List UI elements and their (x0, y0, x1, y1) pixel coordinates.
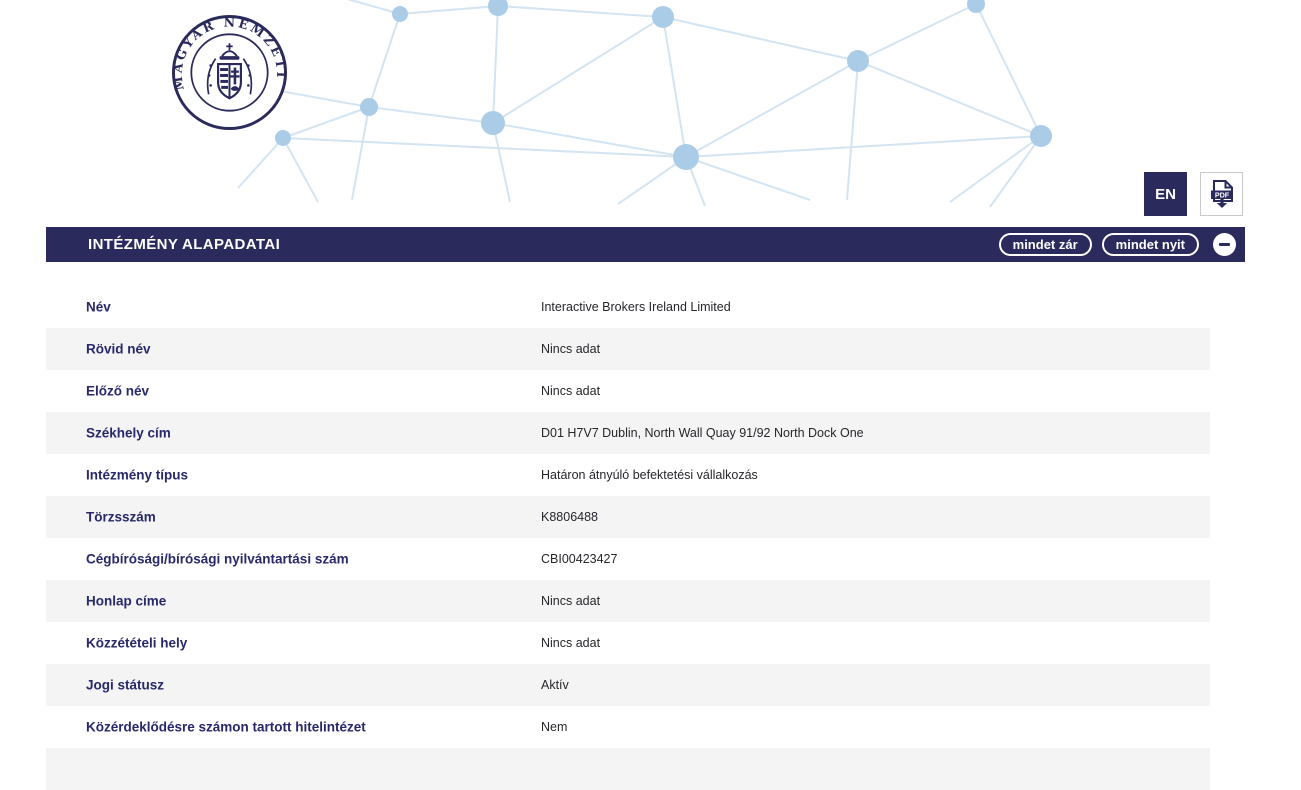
row-label: Honlap címe (86, 593, 167, 609)
table-row: Közérdeklődésre számon tartott hitelinté… (46, 706, 1210, 748)
section-collapse-toggle-button[interactable] (1213, 233, 1236, 256)
table-row-partial (46, 748, 1210, 790)
table-row: Jogi státusz Aktív (46, 664, 1210, 706)
table-row: Név Interactive Brokers Ireland Limited (46, 286, 1210, 328)
row-value: CBI00423427 (541, 552, 618, 566)
section-header: INTÉZMÉNY ALAPADATAI mindet zár mindet n… (46, 227, 1245, 262)
minus-icon (1219, 243, 1230, 246)
row-value: Nincs adat (541, 342, 601, 356)
row-value: D01 H7V7 Dublin, North Wall Quay 91/92 N… (541, 426, 864, 440)
row-label: Közzétételi hely (86, 635, 188, 651)
row-value: Aktív (541, 678, 569, 692)
table-row: Székhely cím D01 H7V7 Dublin, North Wall… (46, 412, 1210, 454)
table-row: Cégbírósági/bírósági nyilvántartási szám… (46, 538, 1210, 580)
table-row: Törzsszám K8806488 (46, 496, 1210, 538)
collapse-all-button[interactable]: mindet zár (998, 233, 1092, 256)
section-actions: mindet zár mindet nyit (998, 233, 1245, 256)
row-value: Nincs adat (541, 636, 601, 650)
row-label: Jogi státusz (86, 677, 165, 693)
row-value: Nem (541, 720, 568, 734)
row-value: Nincs adat (541, 594, 601, 608)
row-label: Név (86, 299, 111, 315)
row-label: Intézmény típus (86, 467, 189, 483)
row-label: Előző név (86, 383, 150, 399)
pdf-download-button[interactable]: PDF (1200, 172, 1243, 216)
row-label: Közérdeklődésre számon tartott hitelinté… (86, 719, 366, 735)
row-label: Rövid név (86, 341, 151, 357)
pdf-icon-label: PDF (1214, 190, 1229, 199)
table-row: Közzétételi hely Nincs adat (46, 622, 1210, 664)
table-row: Honlap címe Nincs adat (46, 580, 1210, 622)
table-row: Intézmény típus Határon átnyúló befektet… (46, 454, 1210, 496)
expand-all-button[interactable]: mindet nyit (1101, 233, 1199, 256)
section-title: INTÉZMÉNY ALAPADATAI (88, 236, 281, 253)
basic-data-table: Név Interactive Brokers Ireland Limited … (46, 286, 1210, 790)
table-row: Előző név Nincs adat (46, 370, 1210, 412)
row-label: Cégbírósági/bírósági nyilvántartási szám (86, 551, 349, 567)
row-value: K8806488 (541, 510, 599, 524)
coat-of-arms-icon (206, 43, 253, 100)
language-toggle-button[interactable]: EN (1144, 172, 1187, 216)
table-row: Rövid név Nincs adat (46, 328, 1210, 370)
row-value: Interactive Brokers Ireland Limited (541, 300, 731, 314)
pdf-download-icon: PDF (1210, 180, 1233, 208)
row-label: Törzsszám (86, 509, 156, 525)
row-value: Határon átnyúló befektetési vállalkozás (541, 468, 758, 482)
row-label: Székhely cím (86, 425, 171, 441)
row-value: Nincs adat (541, 384, 601, 398)
network-nodes (275, 0, 1052, 170)
mnb-seal-logo: MAGYAR NEMZETI BANK (170, 13, 288, 131)
network-edges (237, 0, 1042, 208)
